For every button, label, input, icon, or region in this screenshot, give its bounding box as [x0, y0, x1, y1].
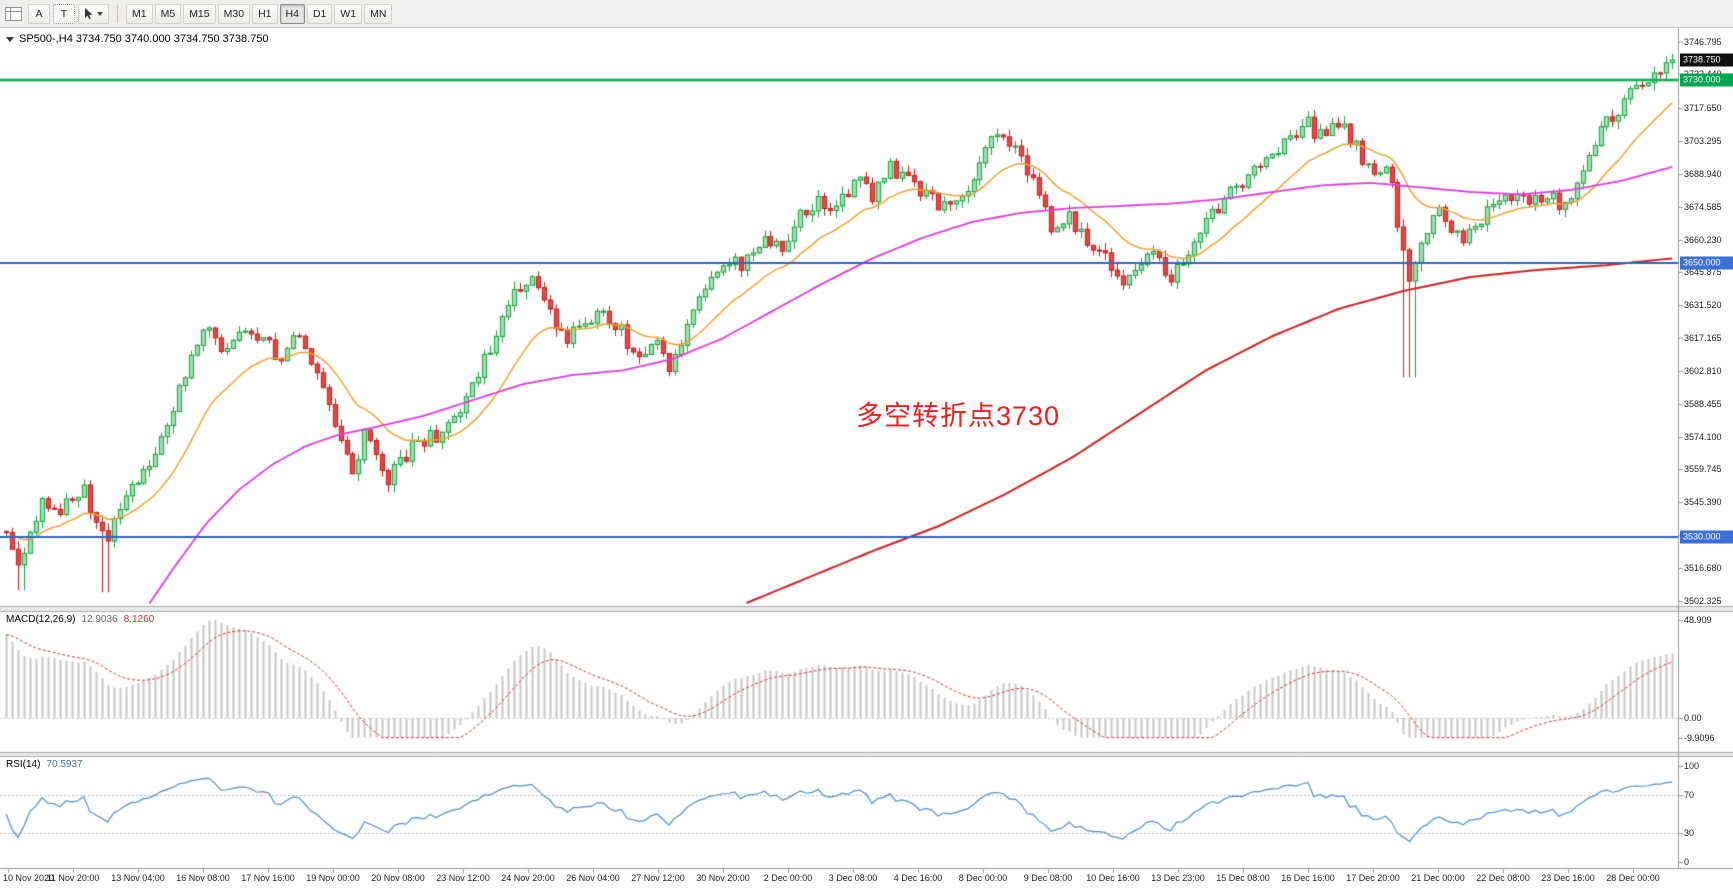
arrow-tool-button[interactable]: A [28, 3, 50, 24]
timeframe-button-m15[interactable]: M15 [183, 3, 216, 24]
timeframe-button-h1[interactable]: H1 [252, 3, 278, 24]
symbol-ohlc-line: SP500-,H4 3734.750 3740.000 3734.750 373… [6, 33, 269, 45]
rsi-name: RSI(14) [6, 759, 41, 770]
collapse-triangle-icon[interactable] [6, 36, 14, 42]
timeframe-button-mn[interactable]: MN [364, 3, 393, 24]
text-tool-button[interactable]: T [53, 3, 75, 24]
timeframe-button-h4[interactable]: H4 [279, 3, 305, 24]
timeframe-button-w1[interactable]: W1 [334, 3, 363, 24]
timeframe-button-m1[interactable]: M1 [126, 3, 153, 24]
chart-annotation[interactable]: 多空转折点3730 [856, 401, 1061, 431]
timeframe-button-m30[interactable]: M30 [217, 3, 251, 24]
timeframe-button-d1[interactable]: D1 [306, 3, 333, 24]
rsi-value: 70.5937 [46, 759, 83, 770]
macd-main-value: 12.9036 [81, 614, 118, 625]
macd-indicator-label: MACD(12,26,9) 12.9036 8.1260 [6, 614, 154, 625]
chevron-down-icon [97, 11, 103, 16]
macd-name: MACD(12,26,9) [6, 614, 76, 625]
price-chart-canvas[interactable] [0, 28, 1733, 892]
timeframe-group: M1 M5 M15 M30 H1 H4 D1 W1 MN [126, 3, 393, 24]
rsi-indicator-label: RSI(14) 70.5937 [6, 759, 83, 770]
macd-signal-value: 8.1260 [123, 614, 155, 625]
cursor-icon [85, 7, 93, 19]
timeframe-button-m5[interactable]: M5 [154, 3, 182, 24]
toolbar-drag-handle[interactable] [5, 6, 22, 21]
toolbar-separator [117, 4, 118, 23]
ohlc-text: SP500-,H4 3734.750 3740.000 3734.750 373… [19, 33, 269, 45]
chart-toolbar: A T M1 M5 M15 M30 H1 H4 D1 W1 MN [0, 0, 1733, 28]
pointer-tool-button[interactable] [78, 3, 109, 24]
